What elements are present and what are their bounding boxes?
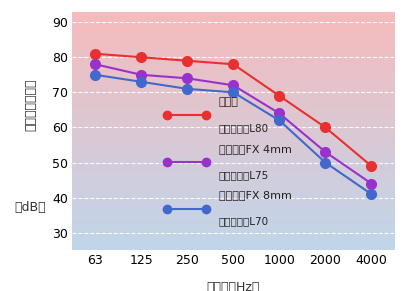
Text: （dB）: （dB）: [14, 201, 46, 214]
Text: 遮音等級：L70: 遮音等級：L70: [219, 217, 269, 227]
Text: 音ナインFX 8mm: 音ナインFX 8mm: [219, 190, 292, 200]
Text: 未対策: 未対策: [219, 97, 239, 107]
Text: 床衝撃音レベル: 床衝撃音レベル: [24, 79, 37, 131]
Text: 音ナインFX 4mm: 音ナインFX 4mm: [219, 144, 292, 154]
Text: 周波数（Hz）: 周波数（Hz）: [206, 281, 260, 291]
Text: 遮音等級：L80: 遮音等級：L80: [219, 124, 269, 134]
Text: 遮音等級：L75: 遮音等級：L75: [219, 170, 269, 180]
